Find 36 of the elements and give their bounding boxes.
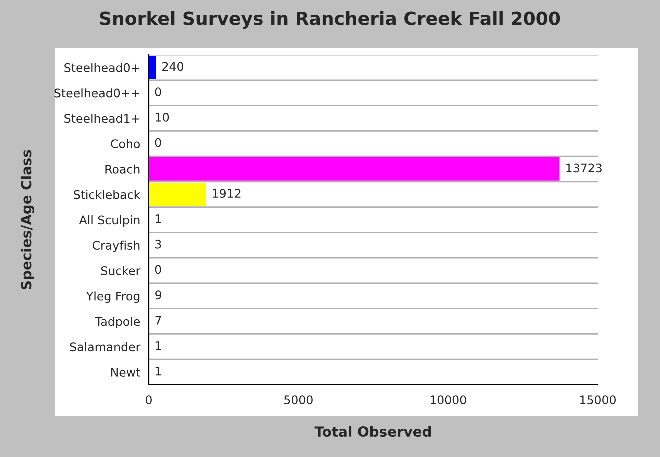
x-tick-label: 10000: [430, 396, 466, 405]
y-tick-label: Coho: [111, 139, 140, 148]
chart-title: Snorkel Surveys in Rancheria Creek Fall 2000: [100, 11, 560, 30]
data-label: 0: [155, 138, 162, 148]
data-label: 1: [156, 366, 162, 376]
y-tick-label: Salamander: [70, 342, 141, 352]
data-label: 0: [155, 88, 162, 96]
y-tick-label: Crayfish: [92, 240, 140, 252]
bar: [149, 182, 206, 206]
x-tick-label: 5000: [284, 396, 313, 405]
data-label: 240: [162, 62, 184, 72]
bar: [149, 158, 560, 181]
data-label: 7: [156, 316, 162, 325]
y-tick-label: All Sculpin: [79, 216, 140, 227]
data-label: 0: [155, 265, 162, 274]
y-tick-label: Stickleback: [74, 190, 141, 200]
y-tick-label: Roach: [106, 164, 140, 174]
data-label: 1912: [213, 189, 241, 198]
y-tick-label: Sucker: [101, 266, 141, 276]
data-label: 3: [156, 240, 162, 249]
data-label: 9: [156, 290, 162, 300]
x-axis-title: Total Observed: [314, 426, 432, 438]
y-tick-label: Yleg Frog: [86, 292, 140, 304]
data-label: 13723: [566, 164, 602, 173]
y-tick-label: Steelhead0++: [54, 88, 140, 98]
y-tick-label: Newt: [111, 368, 140, 377]
data-label: 10: [156, 112, 170, 122]
x-tick-label: 0: [146, 396, 152, 405]
x-tick-label: 15000: [580, 396, 616, 405]
y-axis-title: Species/Age Class: [20, 150, 35, 290]
bar: [149, 56, 156, 80]
data-label: 1: [156, 214, 162, 224]
y-tick-label: Tadpole: [95, 317, 140, 328]
y-tick-label: Steelhead0+: [64, 63, 140, 72]
y-tick-label: Steelhead1+: [64, 114, 140, 124]
data-label: 1: [156, 342, 162, 350]
